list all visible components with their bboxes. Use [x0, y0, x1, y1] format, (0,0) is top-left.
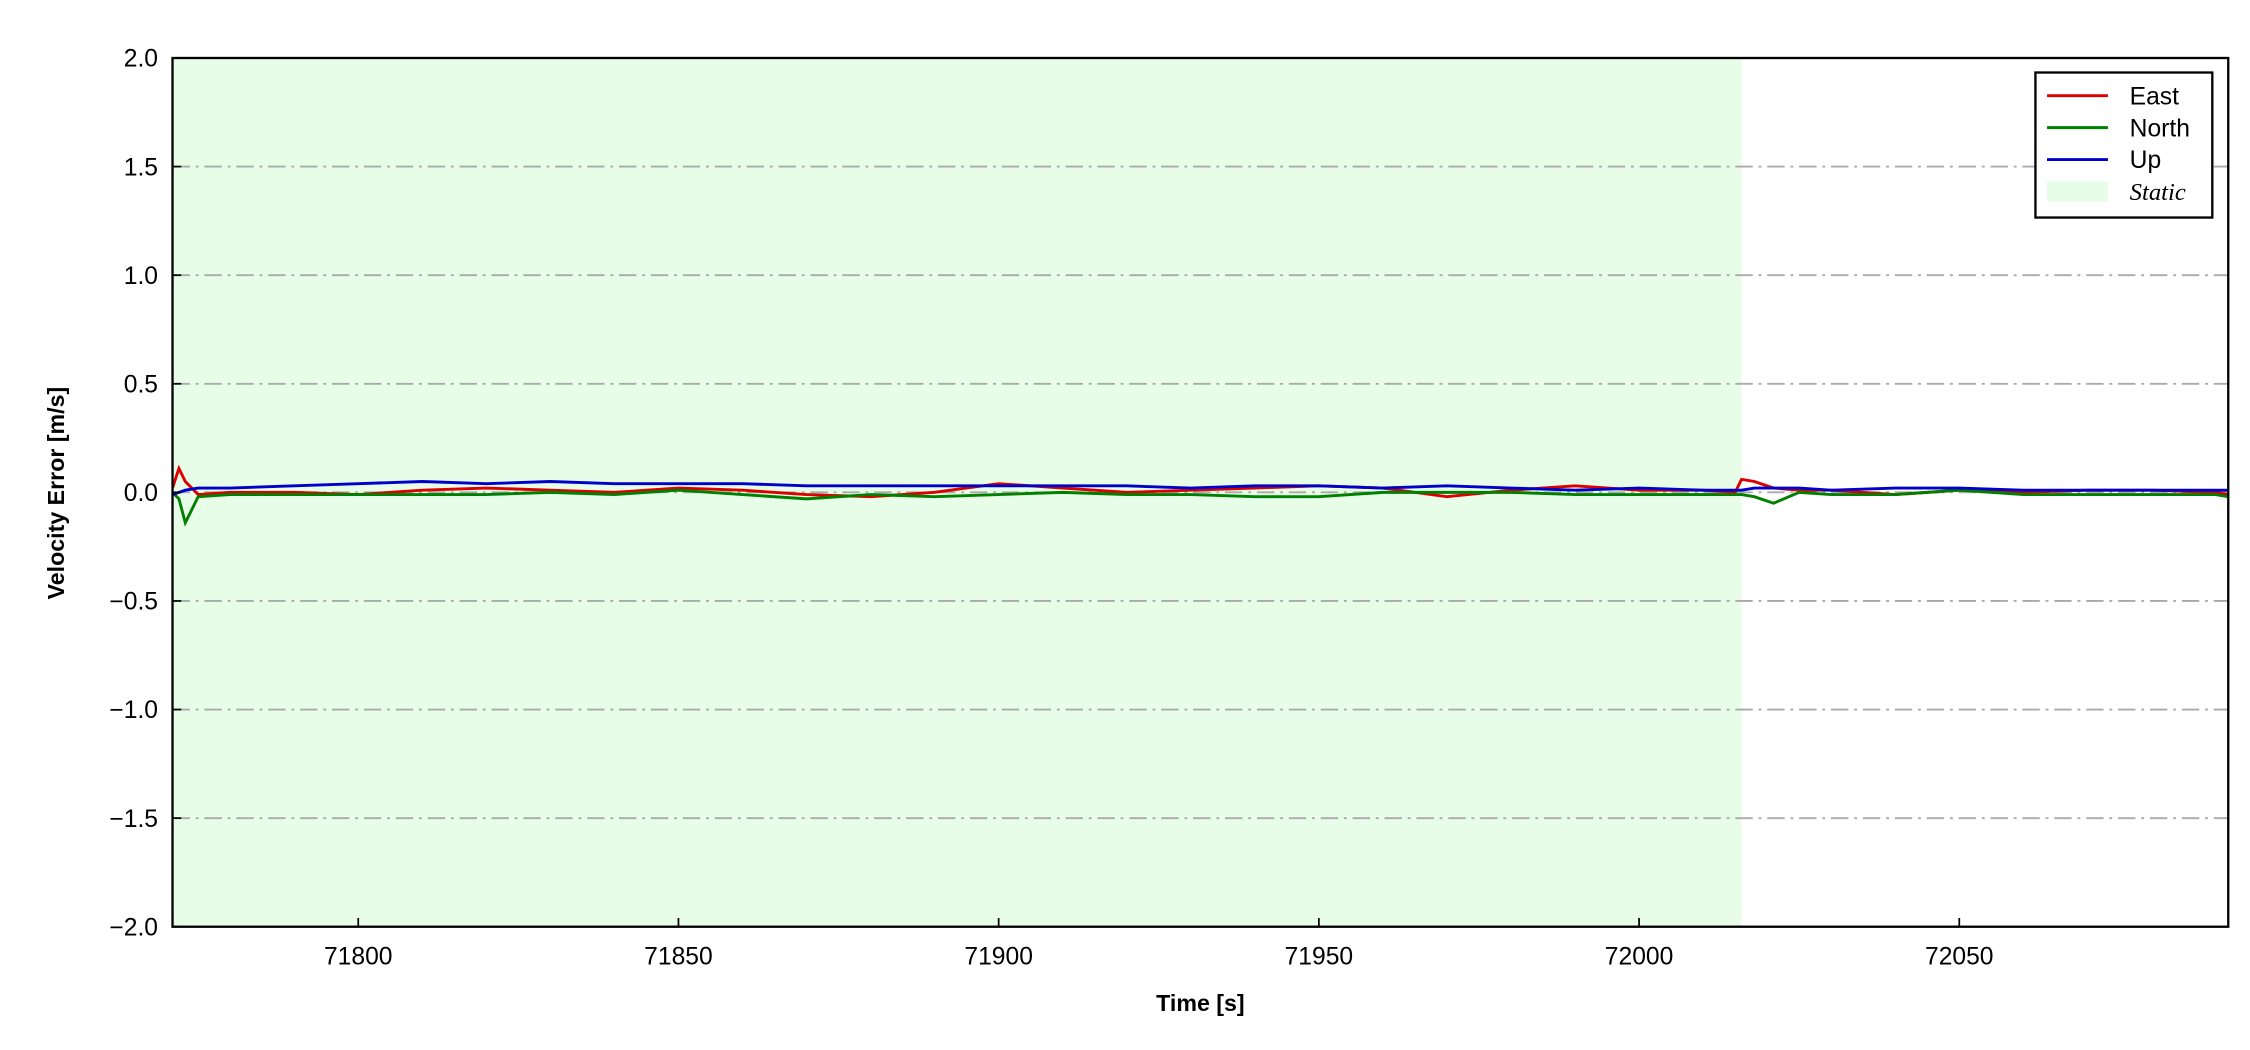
series-line — [172, 488, 2229, 527]
y-tick-label: 2.0 — [124, 46, 158, 73]
legend-swatch — [2047, 181, 2108, 202]
series-line — [172, 480, 2229, 496]
legend-label: Up — [2130, 147, 2161, 174]
y-tick-label: −1.0 — [109, 697, 158, 724]
y-tick-label: −0.5 — [109, 589, 158, 616]
x-tick-label: 71950 — [1285, 943, 1354, 970]
x-tick-label: 71850 — [644, 943, 713, 970]
y-tick-label: 0.5 — [124, 371, 158, 398]
y-tick-label: −2.0 — [109, 914, 158, 941]
x-tick-label: 72000 — [1605, 943, 1674, 970]
x-tick-label: 71800 — [324, 943, 393, 970]
y-tick-label: 0.0 — [124, 480, 158, 507]
y-axis-label: Velocity Error [m/s] — [43, 387, 69, 600]
x-tick-label: 72050 — [1925, 943, 1994, 970]
y-tick-label: 1.0 — [124, 263, 158, 290]
legend-label: North — [2130, 115, 2190, 142]
x-tick-label: 71900 — [964, 943, 1033, 970]
legend-label: Static — [2130, 179, 2186, 206]
y-tick-label: −1.5 — [109, 806, 158, 833]
legend-label: East — [2130, 83, 2179, 110]
series-line — [172, 464, 2229, 499]
x-axis-label: Time [s] — [1156, 990, 1244, 1016]
y-tick-label: 1.5 — [124, 154, 158, 181]
